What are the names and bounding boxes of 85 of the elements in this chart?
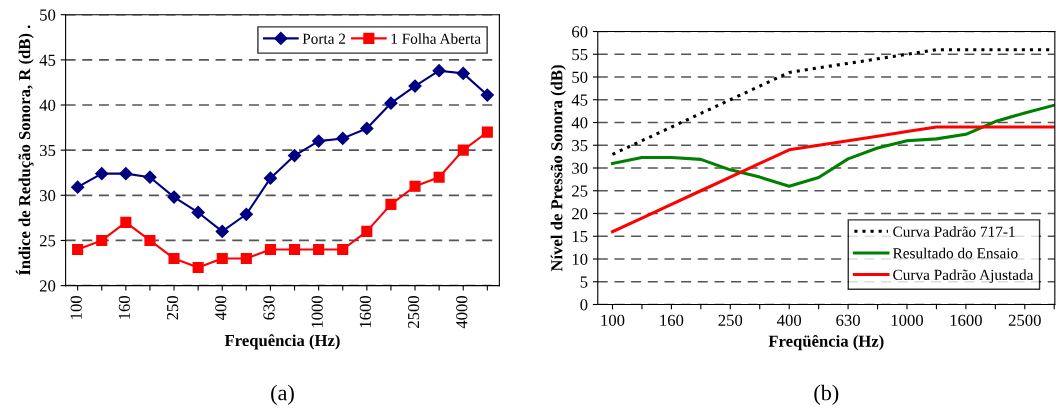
point [95, 167, 109, 181]
point [287, 148, 302, 163]
point [337, 243, 349, 256]
y-tick-label: 40 [571, 117, 588, 129]
x-tick-label: 2500 [407, 295, 420, 328]
x-tick-label: 250 [718, 314, 743, 326]
y-tick-label: 35 [40, 144, 56, 157]
point [457, 144, 469, 156]
point [480, 88, 494, 102]
point [168, 252, 180, 265]
x-tick-label: 1600 [359, 295, 371, 328]
point [71, 180, 85, 194]
y-tick-label: 30 [40, 190, 56, 202]
y-tick-label: 50 [40, 9, 56, 21]
point [408, 79, 422, 93]
line-series [610, 103, 1055, 188]
y-tick-label: 60 [572, 26, 588, 38]
point [432, 64, 446, 78]
y-tick-label: 50 [572, 71, 588, 83]
y-tick-label: 45 [571, 94, 588, 106]
y-tick-label: 25 [572, 185, 588, 197]
y-axis-title: Índice de Redução Sonora, R (dB) . [15, 25, 34, 276]
point [433, 171, 445, 183]
x-tick-label: 4000 [456, 295, 468, 329]
point [119, 167, 133, 181]
x-tick-label: 100 [601, 314, 625, 326]
legend-label: 1 Folha Aberta [391, 33, 481, 44]
point [191, 205, 205, 220]
y-tick-label: 40 [39, 99, 56, 111]
point [384, 96, 398, 110]
text: (a) [271, 384, 294, 405]
point [409, 180, 421, 192]
y-tick-label: 25 [39, 235, 56, 247]
point [240, 252, 252, 265]
point [120, 216, 132, 228]
point [313, 243, 325, 256]
y-axis-title: Nível de Pressão Sonora (dB) [550, 65, 566, 272]
x-tick-label: 2500 [1008, 314, 1041, 326]
x-tick-label: 630 [263, 295, 275, 320]
y-tick-label: 15 [572, 231, 588, 243]
point [96, 234, 108, 247]
x-axis-title: Frequência (Hz) [224, 334, 340, 350]
x-tick-label: 1000 [891, 314, 924, 326]
y-tick-label: 30 [572, 162, 588, 174]
point [215, 224, 229, 239]
point [288, 243, 301, 256]
legend-label: Resultado do Ensaio [893, 247, 1018, 259]
y-tick-label: 35 [572, 140, 588, 152]
point [216, 252, 228, 265]
point [239, 207, 253, 221]
point [143, 170, 157, 184]
legend-label: Curva Padrão 717-1 [893, 226, 1015, 237]
x-tick-label: 250 [166, 295, 179, 320]
x-tick-label: 400 [215, 295, 227, 320]
point [72, 243, 84, 256]
point [360, 121, 374, 136]
x-tick-label: 1600 [950, 314, 982, 326]
point [336, 131, 350, 145]
x-tick-label: 400 [777, 314, 802, 326]
y-tick-label: 5 [580, 276, 588, 288]
y-tick-label: 0 [580, 299, 588, 311]
x-tick-label: 160 [660, 314, 684, 326]
y-tick-label: 20 [572, 208, 588, 220]
point [312, 134, 326, 148]
x-tick-label: 100 [70, 295, 82, 319]
legend-label: Porta 2 [302, 33, 346, 44]
x-tick-label: 630 [836, 314, 860, 326]
point [361, 225, 373, 237]
text: (b) [814, 384, 839, 405]
point [263, 171, 278, 185]
point [192, 261, 204, 274]
point [385, 198, 397, 210]
x-tick-label: 160 [118, 295, 131, 319]
x-tick-label: 1000 [311, 295, 323, 328]
point [264, 243, 276, 256]
y-tick-label: 55 [572, 49, 588, 61]
point [144, 234, 156, 247]
y-tick-label: 45 [39, 54, 56, 66]
point [456, 66, 470, 80]
legend-label: Curva Padrão Ajustada [893, 269, 1034, 284]
point [481, 126, 493, 138]
y-tick-label: 10 [572, 253, 588, 265]
y-tick-label: 20 [39, 280, 56, 292]
point [167, 190, 181, 204]
x-axis-title: Freqüência (Hz) [768, 334, 884, 351]
